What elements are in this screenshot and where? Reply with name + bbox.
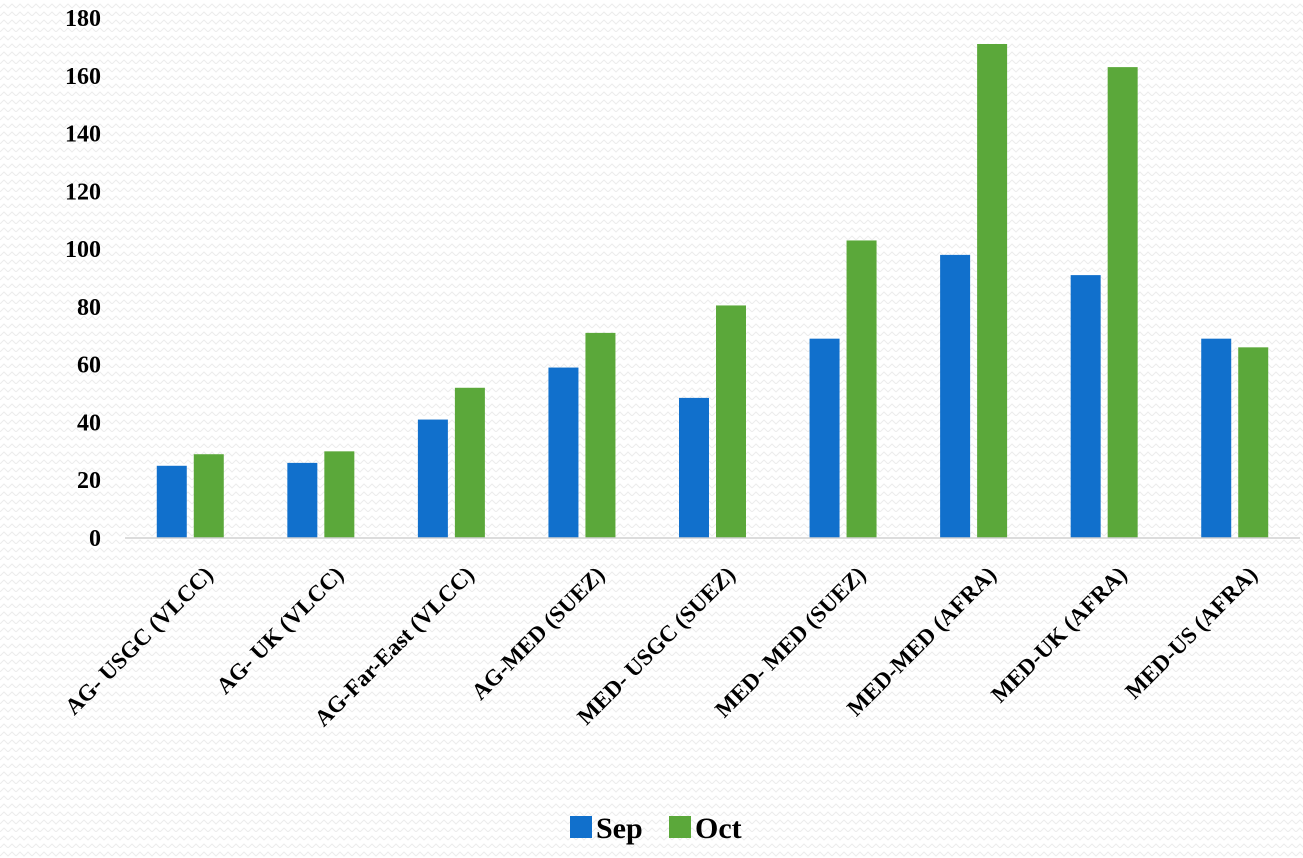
- y-tick-label: 140: [65, 122, 101, 148]
- bar-oct: [1238, 347, 1269, 538]
- bar-sep: [417, 419, 448, 538]
- y-axis: 0 20 40 60 80 100 120 140 160 180: [65, 6, 101, 552]
- bar-oct: [324, 451, 355, 538]
- bar-sep: [809, 338, 840, 538]
- legend-swatch: [570, 816, 592, 838]
- legend-item-oct: Oct: [669, 812, 742, 845]
- bar-sep: [940, 254, 971, 538]
- y-tick-label: 60: [77, 353, 101, 379]
- y-tick-label: 40: [77, 410, 101, 436]
- bars: [156, 44, 1269, 538]
- legend-item-sep: Sep: [570, 812, 643, 845]
- y-tick-label: 100: [65, 237, 101, 263]
- legend-label: Oct: [695, 812, 742, 845]
- y-tick-label: 80: [77, 295, 101, 321]
- y-tick-label: 160: [65, 64, 101, 90]
- bar-oct: [585, 332, 616, 538]
- bar-sep: [1201, 338, 1232, 538]
- bar-oct: [716, 305, 746, 538]
- bar-sep: [548, 367, 579, 538]
- y-tick-label: 180: [65, 6, 101, 32]
- bar-oct: [1107, 67, 1138, 538]
- legend-label: Sep: [596, 812, 643, 845]
- y-tick-label: 120: [65, 179, 101, 205]
- bar-oct: [846, 240, 877, 538]
- legend-swatch: [669, 816, 691, 838]
- bar-sep: [679, 397, 709, 538]
- bar-oct: [977, 44, 1008, 538]
- y-tick-label: 0: [89, 526, 101, 552]
- bar-oct: [454, 387, 485, 538]
- bar-oct: [193, 454, 224, 538]
- bar-sep: [1070, 275, 1101, 538]
- bar-sep: [287, 462, 318, 538]
- y-tick-label: 20: [77, 468, 101, 494]
- legend: Sep Oct: [570, 812, 742, 845]
- bar-sep: [156, 465, 187, 538]
